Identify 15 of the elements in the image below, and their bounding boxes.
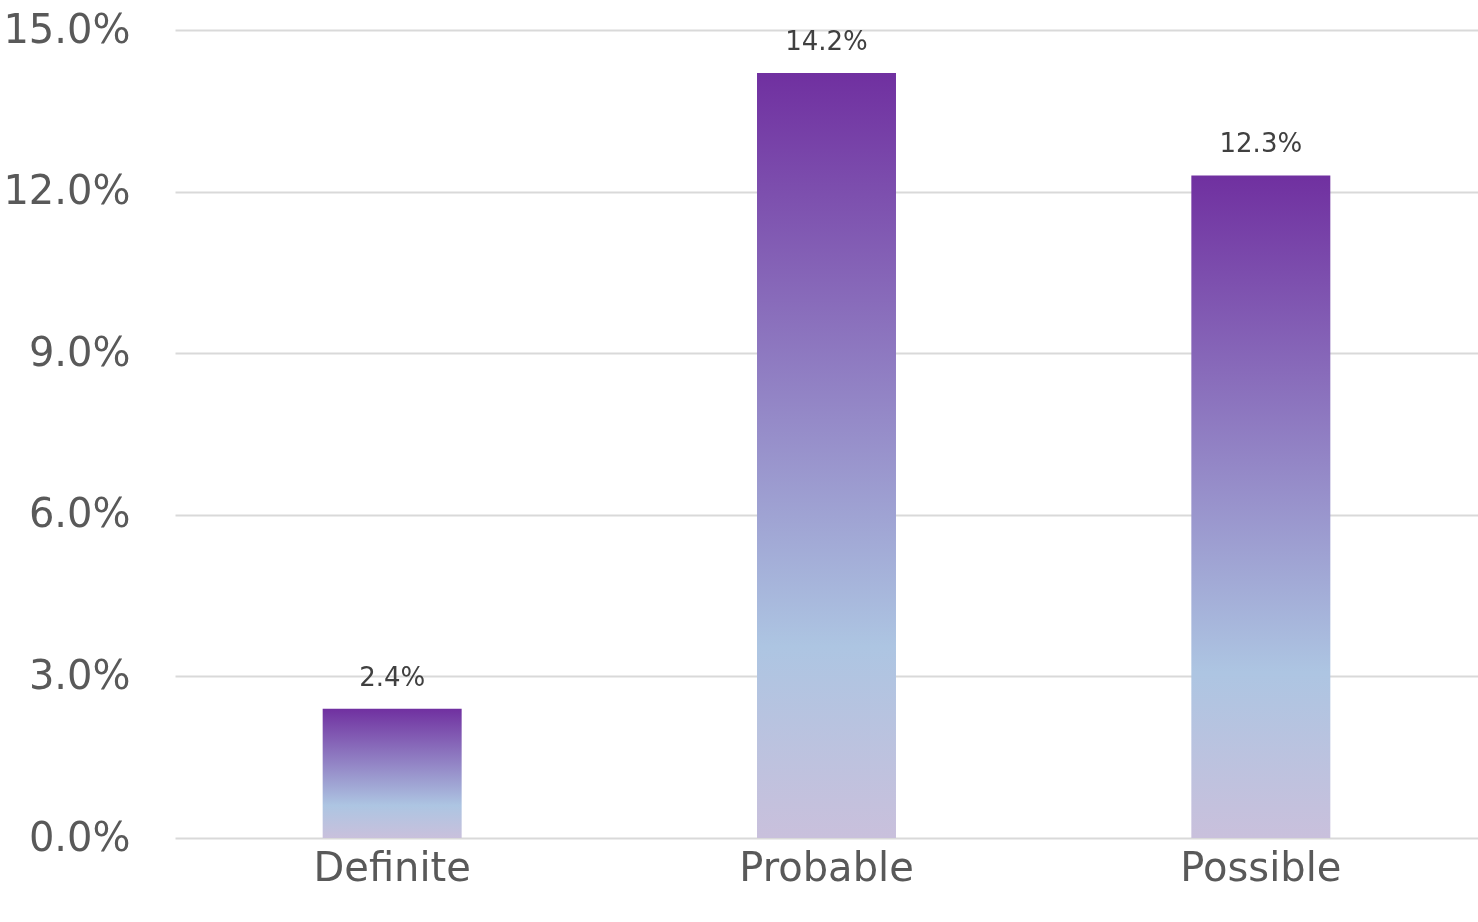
y-tick-label: 12.0% [3,167,131,214]
x-tick-label: Probable [739,843,914,890]
y-tick-label: 6.0% [28,490,131,537]
y-tick-label: 9.0% [28,328,131,375]
bar [322,708,462,838]
data-label: 12.3% [1219,128,1303,159]
y-tick-label: 3.0% [28,651,131,698]
x-tick-label: Possible [1180,843,1342,890]
bar [1191,175,1331,838]
y-tick-label: 15.0% [3,5,131,52]
bar [757,73,896,838]
data-label: 14.2% [785,26,868,57]
data-label: 2.4% [359,661,426,692]
y-tick-label: 0.0% [28,813,131,860]
x-tick-label: Definite [313,843,471,890]
